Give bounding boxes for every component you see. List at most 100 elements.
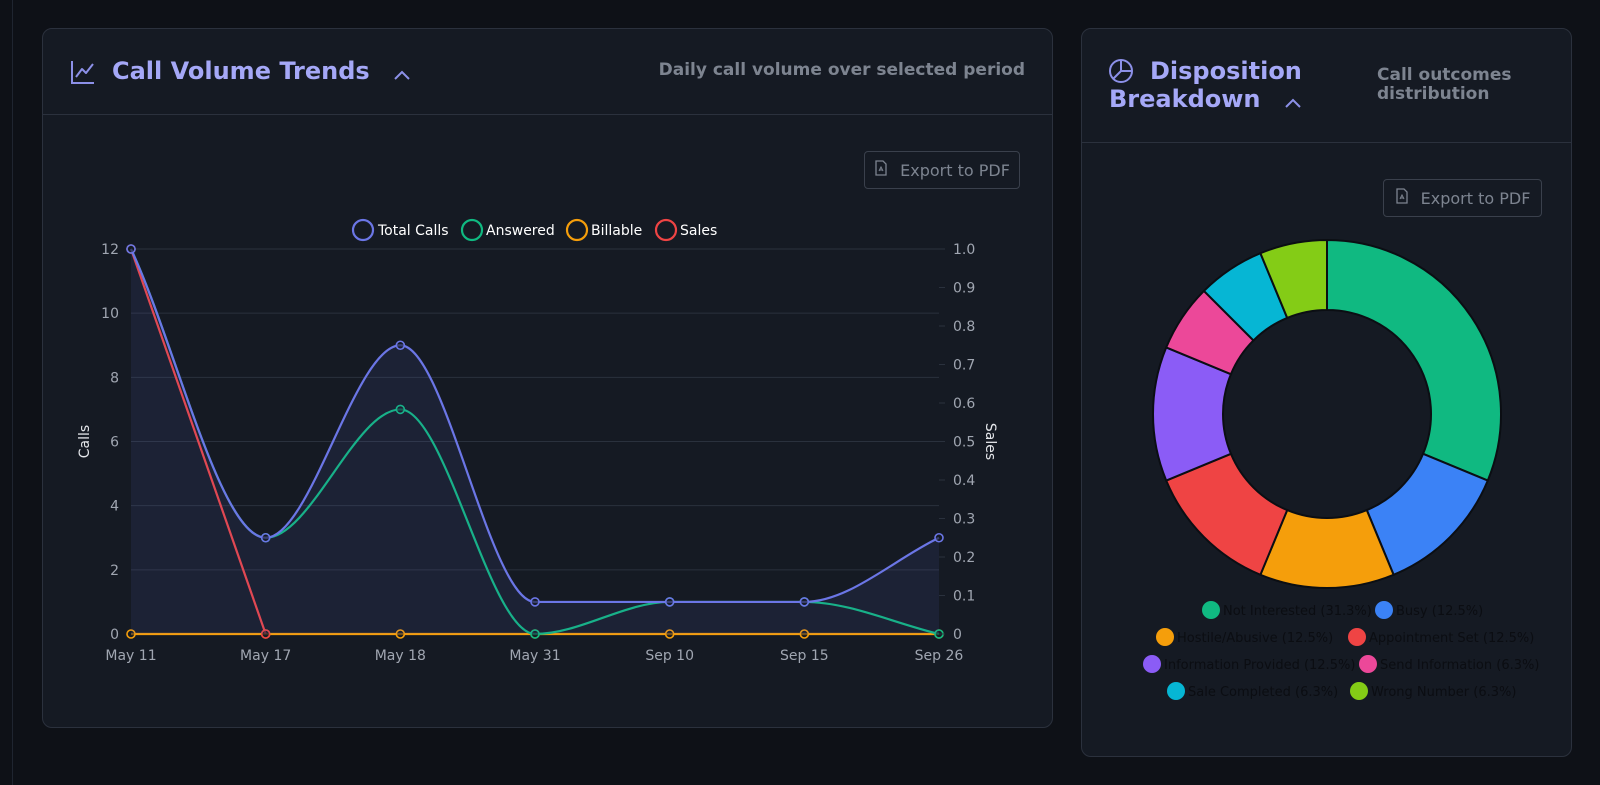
y-tick-label: 6 <box>110 435 119 451</box>
data-point-total[interactable] <box>530 597 540 607</box>
series-line-total <box>130 248 940 604</box>
legend-item-sales[interactable]: Sales <box>654 218 717 242</box>
donut-legend-item[interactable]: Send Information (6.3%) <box>1359 655 1539 673</box>
trends-title-group[interactable]: Call Volume Trends <box>112 57 410 86</box>
donut-legend-label: Appointment Set (12.5%) <box>1369 631 1534 646</box>
pie-chart-icon <box>1108 58 1134 88</box>
donut-legend-item[interactable]: Busy (12.5%) <box>1375 601 1483 619</box>
y-tick-label: 2 <box>110 563 119 579</box>
data-point-total[interactable] <box>126 244 136 254</box>
legend-item-billable[interactable]: Billable <box>565 218 642 242</box>
donut-legend-swatch <box>1348 628 1366 646</box>
donut-legend-label: Wrong Number (6.3%) <box>1371 685 1516 700</box>
call-volume-line-chart: 0 2 4 6 8 10 12 0 0.1 0.2 0.3 0.4 0.5 0.6 0.7 0.8 0.9 1.0… <box>77 218 998 664</box>
donut-legend-item[interactable]: Wrong Number (6.3%) <box>1350 682 1516 700</box>
donut-legend-swatch <box>1350 682 1368 700</box>
legend-item-answered[interactable]: Answered <box>460 218 555 242</box>
donut-legend-item[interactable]: Sale Completed (6.3%) <box>1167 682 1338 700</box>
y2-tick-label: 0.7 <box>953 358 975 374</box>
donut-legend-label: Busy (12.5%) <box>1396 604 1483 619</box>
legend-label: Sales <box>680 223 717 239</box>
data-point-billable[interactable] <box>395 629 406 639</box>
data-point-total[interactable] <box>260 532 271 543</box>
data-point-answered[interactable] <box>530 629 540 639</box>
y-tick-label: 8 <box>110 370 119 386</box>
dispo-subtitle-line1: Call outcomes <box>1377 65 1512 85</box>
y2-tick-label: 0 <box>953 627 962 643</box>
chevron-up-icon[interactable] <box>1285 86 1301 114</box>
dispo-card-header: Disposition Breakdown Call outcomes dist… <box>1082 29 1571 143</box>
call-volume-trends-card: Call Volume Trends Daily call volume ove… <box>42 28 1053 728</box>
donut-slice[interactable] <box>1259 238 1328 320</box>
y2-tick-label: 0.9 <box>953 281 975 297</box>
donut-legend-item[interactable]: Appointment Set (12.5%) <box>1348 628 1534 646</box>
x-tick-label: May 18 <box>375 648 426 664</box>
donut-legend-item[interactable]: Information Provided (12.5%) <box>1143 655 1355 673</box>
data-point-total[interactable] <box>664 597 675 607</box>
donut-legend-swatch <box>1202 601 1220 619</box>
data-point-billable[interactable] <box>664 629 675 639</box>
chart-legend: Total Calls Answered Billable Sales <box>351 218 717 242</box>
y2-tick-label: 0.5 <box>953 435 975 451</box>
data-point-total[interactable] <box>934 532 944 543</box>
legend-label: Billable <box>591 223 642 239</box>
chevron-up-icon[interactable] <box>394 58 410 86</box>
y2-tick-label: 0.4 <box>953 473 975 489</box>
donut-legend-item[interactable]: Hostile/Abusive (12.5%) <box>1156 628 1333 646</box>
data-point-billable[interactable] <box>126 629 136 639</box>
data-point-billable[interactable] <box>799 629 810 639</box>
legend-swatch <box>351 218 375 242</box>
donut-legend-swatch <box>1359 655 1377 673</box>
y-tick-label: 4 <box>110 499 119 515</box>
dispo-title-group[interactable]: Breakdown <box>1109 85 1301 114</box>
series-line-sales <box>129 248 267 635</box>
donut-legend: Not Interested (31.3%) Busy (12.5%) Hostil… <box>1143 601 1539 700</box>
y-tick-label: 0 <box>110 627 119 643</box>
y-tick-label: 10 <box>101 306 119 322</box>
donut-legend-swatch <box>1143 655 1161 673</box>
x-tick-label: May 17 <box>240 648 291 664</box>
donut-legend-swatch <box>1167 682 1185 700</box>
series-total <box>126 244 944 634</box>
chart-axes: 0 2 4 6 8 10 12 0 0.1 0.2 0.3 0.4 0.5 0.6 0.7 0.8 0.9 1.0… <box>77 242 998 664</box>
legend-label: Answered <box>486 223 555 239</box>
dispo-export-label: Export to PDF <box>1420 188 1531 208</box>
trends-export-pdf-button[interactable]: Export to PDF <box>864 151 1020 189</box>
donut-legend-label: Hostile/Abusive (12.5%) <box>1177 631 1333 646</box>
data-point-answered[interactable] <box>395 404 406 415</box>
dispo-export-pdf-button[interactable]: Export to PDF <box>1383 179 1542 217</box>
legend-label: Total Calls <box>377 223 449 239</box>
y2-tick-label: 0.3 <box>953 512 975 528</box>
trends-export-label: Export to PDF <box>900 160 1010 180</box>
y2-tick-label: 0.1 <box>953 589 975 605</box>
donut-legend-item[interactable]: Not Interested (31.3%) <box>1202 601 1372 619</box>
chart-series <box>126 244 944 639</box>
trends-subtitle: Daily call volume over selected period <box>658 60 1025 80</box>
legend-swatch <box>654 218 678 242</box>
data-point-total[interactable] <box>395 340 406 351</box>
trends-title: Call Volume Trends <box>112 57 370 85</box>
pdf-file-icon <box>874 160 888 180</box>
data-point-sales[interactable] <box>260 629 271 639</box>
dispo-title-line1: Disposition <box>1150 57 1302 85</box>
trends-card-header: Call Volume Trends Daily call volume ove… <box>43 29 1052 115</box>
legend-swatch <box>460 218 484 242</box>
y2-tick-label: 0.2 <box>953 550 975 566</box>
x-tick-label: Sep 15 <box>780 648 829 664</box>
donut-legend-label: Sale Completed (6.3%) <box>1188 685 1338 700</box>
donut-slice[interactable] <box>1326 238 1502 482</box>
y2-tick-label: 0.6 <box>953 396 975 412</box>
disposition-breakdown-card: Disposition Breakdown Call outcomes dist… <box>1081 28 1572 757</box>
donut-legend-label: Information Provided (12.5%) <box>1164 658 1355 673</box>
y2-tick-label: 0.8 <box>953 319 975 335</box>
series-area-total <box>131 249 939 634</box>
legend-item-total[interactable]: Total Calls <box>351 218 449 242</box>
donut-legend-label: Send Information (6.3%) <box>1380 658 1539 673</box>
donut-legend-swatch <box>1156 628 1174 646</box>
x-tick-label: Sep 10 <box>645 648 694 664</box>
x-tick-label: May 11 <box>105 648 156 664</box>
pdf-file-icon <box>1395 188 1409 208</box>
y2-axis-label: Sales <box>982 423 998 460</box>
x-tick-label: May 31 <box>509 648 560 664</box>
data-point-total[interactable] <box>799 597 810 607</box>
